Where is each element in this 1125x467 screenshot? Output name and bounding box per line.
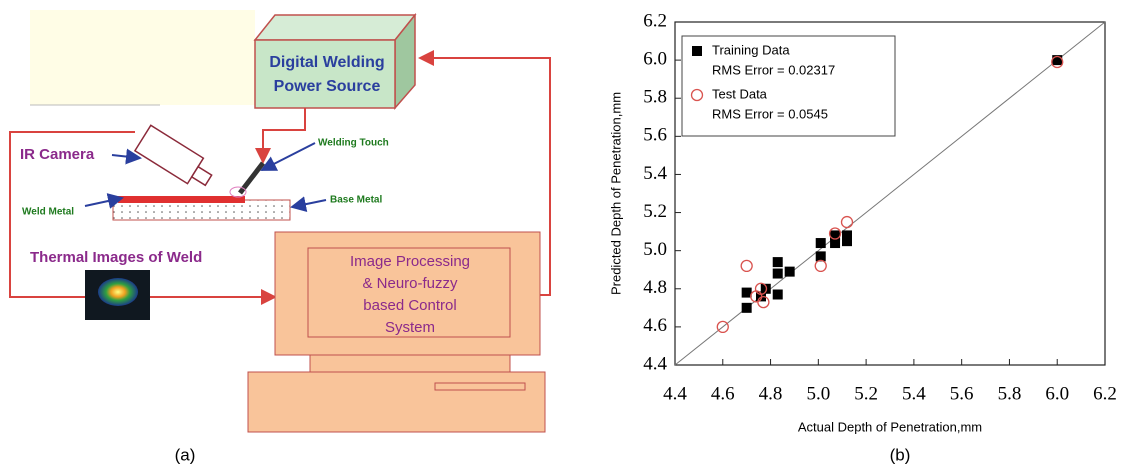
x-tick-label: 5.8	[998, 383, 1022, 404]
monitor-neck	[310, 355, 510, 372]
legend-label: Training Data	[712, 42, 790, 57]
x-tick-label: 4.8	[759, 383, 783, 404]
y-tick-label: 4.4	[643, 353, 667, 374]
y-tick-label: 5.2	[643, 201, 667, 222]
data-point	[773, 257, 783, 267]
x-axis-label: Actual Depth of Penetration,mm	[798, 419, 982, 434]
figure: Digital Welding Power Source IR Camera W…	[0, 0, 1125, 467]
pointer	[292, 200, 326, 207]
data-point	[773, 289, 783, 299]
data-point	[842, 217, 853, 228]
x-tick-label: 6.2	[1093, 383, 1117, 404]
x-tick-label: 4.6	[711, 383, 735, 404]
legend-note: RMS Error = 0.02317	[712, 62, 835, 77]
y-tick-label: 5.8	[643, 87, 667, 108]
data-point	[773, 269, 783, 279]
thermal-images-label: Thermal Images of Weld	[30, 249, 202, 266]
caption: (b)	[890, 445, 911, 464]
power-source-label: Power Source	[274, 78, 381, 95]
caption: (a)	[175, 445, 196, 464]
drive-slot	[435, 383, 525, 390]
x-tick-label: 6.0	[1045, 383, 1069, 404]
y-tick-label: 6.2	[643, 10, 667, 31]
weld-metal	[118, 196, 245, 203]
thermal-blob	[98, 278, 138, 306]
pointer	[112, 155, 140, 158]
box-top	[255, 15, 415, 40]
pointer	[262, 143, 315, 170]
data-point	[842, 230, 852, 240]
diagram: Digital Welding Power Source IR Camera W…	[10, 10, 550, 464]
blank-panel	[30, 10, 255, 105]
x-tick-label: 5.2	[854, 383, 878, 404]
control-arrow	[263, 108, 305, 162]
data-point	[785, 267, 795, 277]
y-axis-label: Predicted Depth of Penetration,mm	[608, 92, 623, 295]
y-tick-label: 5.4	[643, 163, 667, 184]
power-source-label: Digital Welding	[269, 54, 384, 71]
data-point	[815, 260, 826, 271]
control-label: Image Processing	[350, 253, 470, 270]
legend-marker	[692, 46, 702, 56]
y-tick-label: 4.6	[643, 315, 667, 336]
control-label: based Control	[363, 297, 456, 314]
y-tick-label: 6.0	[643, 48, 667, 69]
base-metal-label: Base Metal	[330, 195, 382, 206]
x-tick-label: 5.0	[806, 383, 830, 404]
control-label: System	[385, 319, 435, 336]
legend-note: RMS Error = 0.0545	[712, 106, 828, 121]
welding-touch-label: Welding Touch	[318, 138, 389, 149]
legend-label: Test Data	[712, 86, 768, 101]
x-tick-label: 4.4	[663, 383, 687, 404]
ir-camera-label: IR Camera	[20, 146, 95, 163]
ir-camera	[135, 125, 217, 192]
y-tick-label: 5.6	[643, 125, 667, 146]
y-tick-label: 4.8	[643, 277, 667, 298]
control-label: & Neuro-fuzzy	[362, 275, 458, 292]
y-tick-label: 5.0	[643, 239, 667, 260]
weld-metal-label: Weld Metal	[22, 207, 74, 218]
data-point	[741, 260, 752, 271]
data-point	[742, 303, 752, 313]
computer-base	[248, 372, 545, 432]
x-tick-label: 5.6	[950, 383, 974, 404]
data-point	[816, 238, 826, 248]
power-source-box	[255, 40, 395, 108]
x-tick-label: 5.4	[902, 383, 926, 404]
